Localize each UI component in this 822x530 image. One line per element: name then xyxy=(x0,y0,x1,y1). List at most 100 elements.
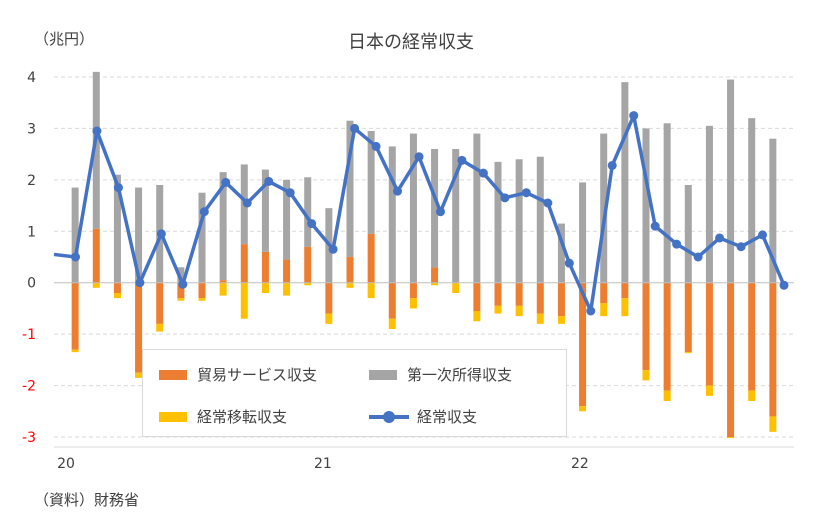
bar-transfers xyxy=(684,352,692,354)
point-current-account xyxy=(156,229,166,239)
bar-transfers xyxy=(346,282,354,288)
bar-trade xyxy=(177,282,185,299)
bar-transfers xyxy=(663,390,671,401)
point-current-account xyxy=(307,219,317,229)
point-current-account xyxy=(500,193,510,203)
bar-trade xyxy=(388,282,396,319)
bar-primary-income xyxy=(600,133,608,283)
point-current-account xyxy=(328,244,338,254)
x-year-label: 22 xyxy=(571,456,589,472)
bar-transfers xyxy=(579,406,587,412)
point-current-account xyxy=(607,160,617,170)
bar-trade xyxy=(579,282,587,407)
point-current-account xyxy=(564,258,574,268)
bar-trade xyxy=(198,282,206,299)
bar-transfers xyxy=(92,282,100,288)
chart-title: 日本の経常収支 xyxy=(348,32,474,53)
bar-trade xyxy=(515,282,523,306)
bar-transfers xyxy=(219,282,227,296)
bar-primary-income xyxy=(536,156,544,283)
point-current-account xyxy=(586,306,596,316)
point-current-account xyxy=(199,207,209,217)
bar-transfers xyxy=(240,282,248,319)
bar-trade xyxy=(600,282,608,304)
legend-swatch-trade xyxy=(159,369,187,380)
bar-primary-income xyxy=(135,187,143,283)
legend-item-transfers: 経常移転収支 xyxy=(159,406,287,427)
bar-transfers xyxy=(261,282,269,293)
point-current-account xyxy=(264,176,274,186)
y-tick-label: 4 xyxy=(27,70,36,86)
bar-trade xyxy=(283,259,291,283)
bar-primary-income xyxy=(515,159,523,283)
bar-primary-income xyxy=(684,185,692,283)
point-current-account xyxy=(478,168,488,178)
bar-trade xyxy=(536,282,544,314)
bar-primary-income xyxy=(663,123,671,283)
y-tick-label: -2 xyxy=(22,379,36,395)
bar-primary-income xyxy=(557,223,565,283)
bar-transfers xyxy=(71,349,79,353)
bar-transfers xyxy=(642,370,650,381)
bar-transfers xyxy=(367,282,375,299)
line-current-account xyxy=(53,113,786,313)
bar-transfers xyxy=(769,416,777,432)
bar-trade xyxy=(346,257,354,283)
legend-marker-current-account xyxy=(369,410,409,423)
point-current-account xyxy=(435,207,445,217)
point-current-account xyxy=(414,152,424,162)
bar-trade xyxy=(71,282,79,350)
bar-primary-income xyxy=(283,179,291,260)
legend-item-primary-income: 第一次所得収支 xyxy=(369,364,512,385)
bar-primary-income xyxy=(642,128,650,283)
y-tick-label: -3 xyxy=(22,430,36,446)
bar-transfers xyxy=(536,313,544,324)
point-current-account xyxy=(779,280,789,290)
bar-primary-income xyxy=(431,149,439,268)
point-current-account xyxy=(393,186,403,196)
bar-transfers xyxy=(705,385,713,396)
bar-primary-income xyxy=(198,192,206,283)
bar-transfers xyxy=(621,298,629,317)
point-current-account xyxy=(543,198,553,208)
y-tick-label: 3 xyxy=(27,121,36,137)
point-current-account xyxy=(242,198,252,208)
y-tick-label: -1 xyxy=(22,327,36,343)
bar-transfers xyxy=(177,298,185,301)
point-current-account xyxy=(521,188,531,198)
bar-trade xyxy=(240,244,248,283)
point-current-account xyxy=(285,188,295,198)
bar-transfers xyxy=(727,437,735,439)
bar-trade xyxy=(219,280,227,283)
bar-trade xyxy=(663,282,671,391)
point-current-account xyxy=(693,252,703,262)
bar-trade xyxy=(92,228,100,283)
bar-trade xyxy=(156,282,164,324)
bar-trade xyxy=(367,233,375,283)
point-current-account xyxy=(650,221,660,231)
point-current-account xyxy=(736,242,746,252)
y-tick-label: 1 xyxy=(27,224,36,240)
bar-transfers xyxy=(494,305,502,314)
source-note: （資料）財務省 xyxy=(34,491,140,509)
bar-transfers xyxy=(515,305,523,317)
point-current-account xyxy=(92,126,102,136)
x-year-label: 21 xyxy=(314,456,332,472)
point-current-account xyxy=(371,141,381,151)
bar-primary-income xyxy=(92,71,100,229)
bar-trade xyxy=(705,282,713,386)
bar-primary-income xyxy=(219,172,227,281)
point-current-account xyxy=(70,252,80,262)
bar-primary-income xyxy=(579,182,587,283)
point-current-account xyxy=(221,177,231,187)
bar-primary-income xyxy=(621,82,629,283)
bar-transfers xyxy=(388,318,396,329)
bar-trade xyxy=(748,282,756,391)
legend-swatch-transfers xyxy=(159,411,187,422)
point-current-account xyxy=(629,111,639,121)
bar-trade xyxy=(769,282,777,417)
bar-trade xyxy=(621,282,629,299)
point-current-account xyxy=(457,155,467,165)
bar-primary-income xyxy=(261,169,269,252)
bar-transfers xyxy=(600,303,608,317)
